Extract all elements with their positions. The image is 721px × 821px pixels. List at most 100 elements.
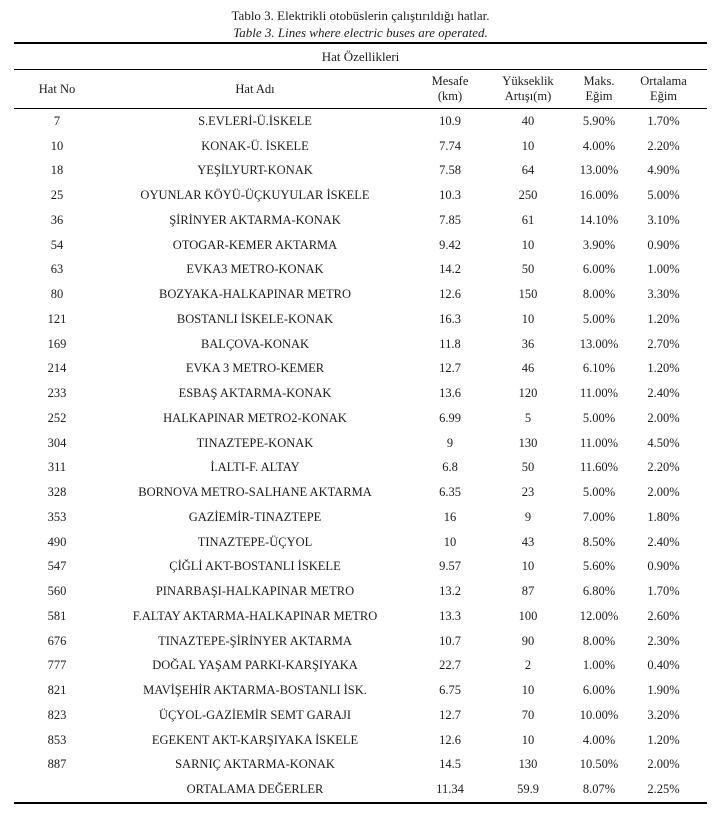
table-row: 547 ÇİĞLİ AKT-BOSTANLI İSKELE 9.57 10 5.60% 0… xyxy=(14,555,707,580)
cell-mesafe: 7.85 xyxy=(439,212,461,227)
cell-hat-adi: YEŞİLYURT-KONAK xyxy=(197,163,313,178)
cell-ortalama-egim: 2.20% xyxy=(647,138,680,153)
cell-yukseklik-artisi: 10 xyxy=(521,237,535,252)
cell-hat-no: 233 xyxy=(47,386,67,401)
cell-hat-no: 36 xyxy=(50,212,64,227)
cell-yukseklik-artisi: 64 xyxy=(521,163,535,178)
cell-maks-egim: 4.00% xyxy=(582,732,616,747)
cell-hat-no: 121 xyxy=(47,311,67,326)
table-row: 304 TINAZTEPE-KONAK 9 130 11.00% 4.50% xyxy=(14,431,707,456)
cell-mesafe: 13.6 xyxy=(439,386,461,401)
cell-hat-no: 490 xyxy=(47,534,67,549)
table-row: 676 TINAZTEPE-ŞİRİNYER AKTARMA 10.7 90 8.00%… xyxy=(14,629,707,654)
cell-mesafe: 12.7 xyxy=(439,361,461,376)
cell-hat-adi: İ.ALTI-F. ALTAY xyxy=(210,460,300,475)
cell-mesafe: 7.58 xyxy=(439,163,461,178)
cell-hat-adi: ÇİĞLİ AKT-BOSTANLI İSKELE xyxy=(169,559,341,574)
cell-ortalama-egim: 2.00% xyxy=(647,485,680,500)
table-row: 121 BOSTANLI İSKELE-KONAK 16.3 10 5.00% 1.20% xyxy=(14,307,707,332)
cell-hat-adi: EVKA3 METRO-KONAK xyxy=(186,262,324,277)
cell-mesafe: 6.75 xyxy=(439,683,461,698)
cell-mesafe: 22.7 xyxy=(439,658,461,673)
cell-hat-no: 252 xyxy=(47,410,67,425)
cell-hat-adi: OYUNLAR KÖYÜ-ÜÇKUYULAR İSKELE xyxy=(140,188,370,203)
column-header-label: Ortalama xyxy=(640,74,687,88)
cell-maks-egim: 10.50% xyxy=(579,757,619,772)
cell-mesafe: 9 xyxy=(446,435,454,450)
cell-ortalama-egim: 1.80% xyxy=(647,509,680,524)
cell-hat-no: 328 xyxy=(47,485,67,500)
cell-ortalama-egim: 2.00% xyxy=(647,757,680,772)
table-row: 853 EGEKENT AKT-KARŞIYAKA İSKELE 12.6 10 4.0… xyxy=(14,728,707,753)
table-row: 560 PINARBAŞI-HALKAPINAR METRO 13.2 87 6.80%… xyxy=(14,579,707,604)
cell-maks-egim: 13.00% xyxy=(579,163,619,178)
cell-maks-egim: 5.00% xyxy=(582,410,616,425)
cell-maks-egim: 10.00% xyxy=(579,707,619,722)
column-header-label: Eğim xyxy=(649,89,678,103)
column-header-label: Hat Adı xyxy=(235,81,275,96)
cell-hat-no: 214 xyxy=(47,361,67,376)
cell-yukseklik-artisi: 23 xyxy=(521,485,535,500)
cell-maks-egim: 6.10% xyxy=(582,361,616,376)
cell-hat-adi: F.ALTAY AKTARMA-HALKAPINAR METRO xyxy=(132,608,378,623)
column-header-label: Mesafe xyxy=(431,74,469,88)
cell-ortalama-egim: 2.20% xyxy=(647,460,680,475)
cell-hat-adi: S.EVLERİ-Ü.İSKELE xyxy=(198,113,312,128)
cell-ortalama-egim: 3.20% xyxy=(647,707,680,722)
cell-hat-no: 10 xyxy=(50,138,64,153)
table-row: 36 ŞİRİNYER AKTARMA-KONAK 7.85 61 14.10% 3.10… xyxy=(14,208,707,233)
cell-hat-adi: MAVİŞEHİR AKTARMA-BOSTANLI İSK. xyxy=(143,683,367,698)
table-group-header: Hat Özellikleri xyxy=(14,44,707,70)
cell-hat-no: 547 xyxy=(47,559,67,574)
cell-hat-adi: ÜÇYOL-GAZİEMİR SEMT GARAJI xyxy=(158,707,352,722)
cell-maks-egim: 8.07% xyxy=(582,782,616,797)
table-row: 581 F.ALTAY AKTARMA-HALKAPINAR METRO 13.3 1… xyxy=(14,604,707,629)
cell-ortalama-egim: 2.30% xyxy=(647,633,680,648)
column-header-label: Yükseklik xyxy=(502,74,554,88)
cell-yukseklik-artisi: 90 xyxy=(521,633,535,648)
table-row: 823 ÜÇYOL-GAZİEMİR SEMT GARAJI 12.7 70 10.00… xyxy=(14,703,707,728)
table-caption-english: Table 3. Lines where electric buses are … xyxy=(233,25,488,40)
table-caption-turkish: Tablo 3. Elektrikli otobüslerin çalıştır… xyxy=(231,8,490,23)
cell-maks-egim: 13.00% xyxy=(579,336,619,351)
cell-ortalama-egim: 1.00% xyxy=(647,262,680,277)
cell-mesafe: 6.35 xyxy=(439,485,461,500)
cell-yukseklik-artisi: 61 xyxy=(521,212,535,227)
table-row: 328 BORNOVA METRO-SALHANE AKTARMA 6.35 23 5.… xyxy=(14,480,707,505)
cell-ortalama-egim: 3.10% xyxy=(647,212,680,227)
cell-ortalama-egim: 2.00% xyxy=(647,410,680,425)
cell-ortalama-egim: 1.20% xyxy=(647,361,680,376)
cell-yukseklik-artisi: 43 xyxy=(521,534,535,549)
cell-ortalama-egim: 2.40% xyxy=(647,534,680,549)
cell-hat-no: 80 xyxy=(50,287,64,302)
cell-maks-egim: 6.00% xyxy=(582,683,616,698)
cell-mesafe: 10.3 xyxy=(439,188,461,203)
cell-hat-adi: ORTALAMA DEĞERLER xyxy=(186,782,324,797)
cell-hat-no: 887 xyxy=(47,757,67,772)
cell-mesafe: 12.6 xyxy=(439,287,461,302)
column-header-label: Artışı(m) xyxy=(504,89,552,103)
table-row: 25 OYUNLAR KÖYÜ-ÜÇKUYULAR İSKELE 10.3 250 16… xyxy=(14,183,707,208)
table-row: 311 İ.ALTI-F. ALTAY 6.8 50 11.60% 2.20% xyxy=(14,456,707,481)
cell-hat-adi: TINAZTEPE-KONAK xyxy=(196,435,314,450)
cell-maks-egim: 3.90% xyxy=(582,237,616,252)
cell-mesafe: 13.2 xyxy=(439,584,461,599)
column-header-label: Maks. xyxy=(583,74,615,88)
cell-ortalama-egim: 1.70% xyxy=(647,113,680,128)
cell-yukseklik-artisi: 10 xyxy=(521,138,535,153)
cell-hat-adi: GAZİEMİR-TINAZTEPE xyxy=(188,509,322,524)
cell-maks-egim: 5.90% xyxy=(582,113,616,128)
cell-mesafe: 10 xyxy=(443,534,457,549)
cell-hat-adi: PINARBAŞI-HALKAPINAR METRO xyxy=(155,584,355,599)
cell-mesafe: 9.42 xyxy=(439,237,461,252)
cell-yukseklik-artisi: 40 xyxy=(521,113,535,128)
cell-hat-adi: BALÇOVA-KONAK xyxy=(200,336,310,351)
cell-maks-egim: 11.60% xyxy=(579,460,619,475)
cell-hat-adi: ESBAŞ AKTARMA-KONAK xyxy=(178,386,332,401)
cell-yukseklik-artisi: 50 xyxy=(521,460,535,475)
cell-hat-no: 560 xyxy=(47,584,67,599)
cell-maks-egim: 8.00% xyxy=(582,633,616,648)
cell-ortalama-egim: 1.20% xyxy=(647,311,680,326)
cell-hat-adi: BOZYAKA-HALKAPINAR METRO xyxy=(158,287,351,302)
